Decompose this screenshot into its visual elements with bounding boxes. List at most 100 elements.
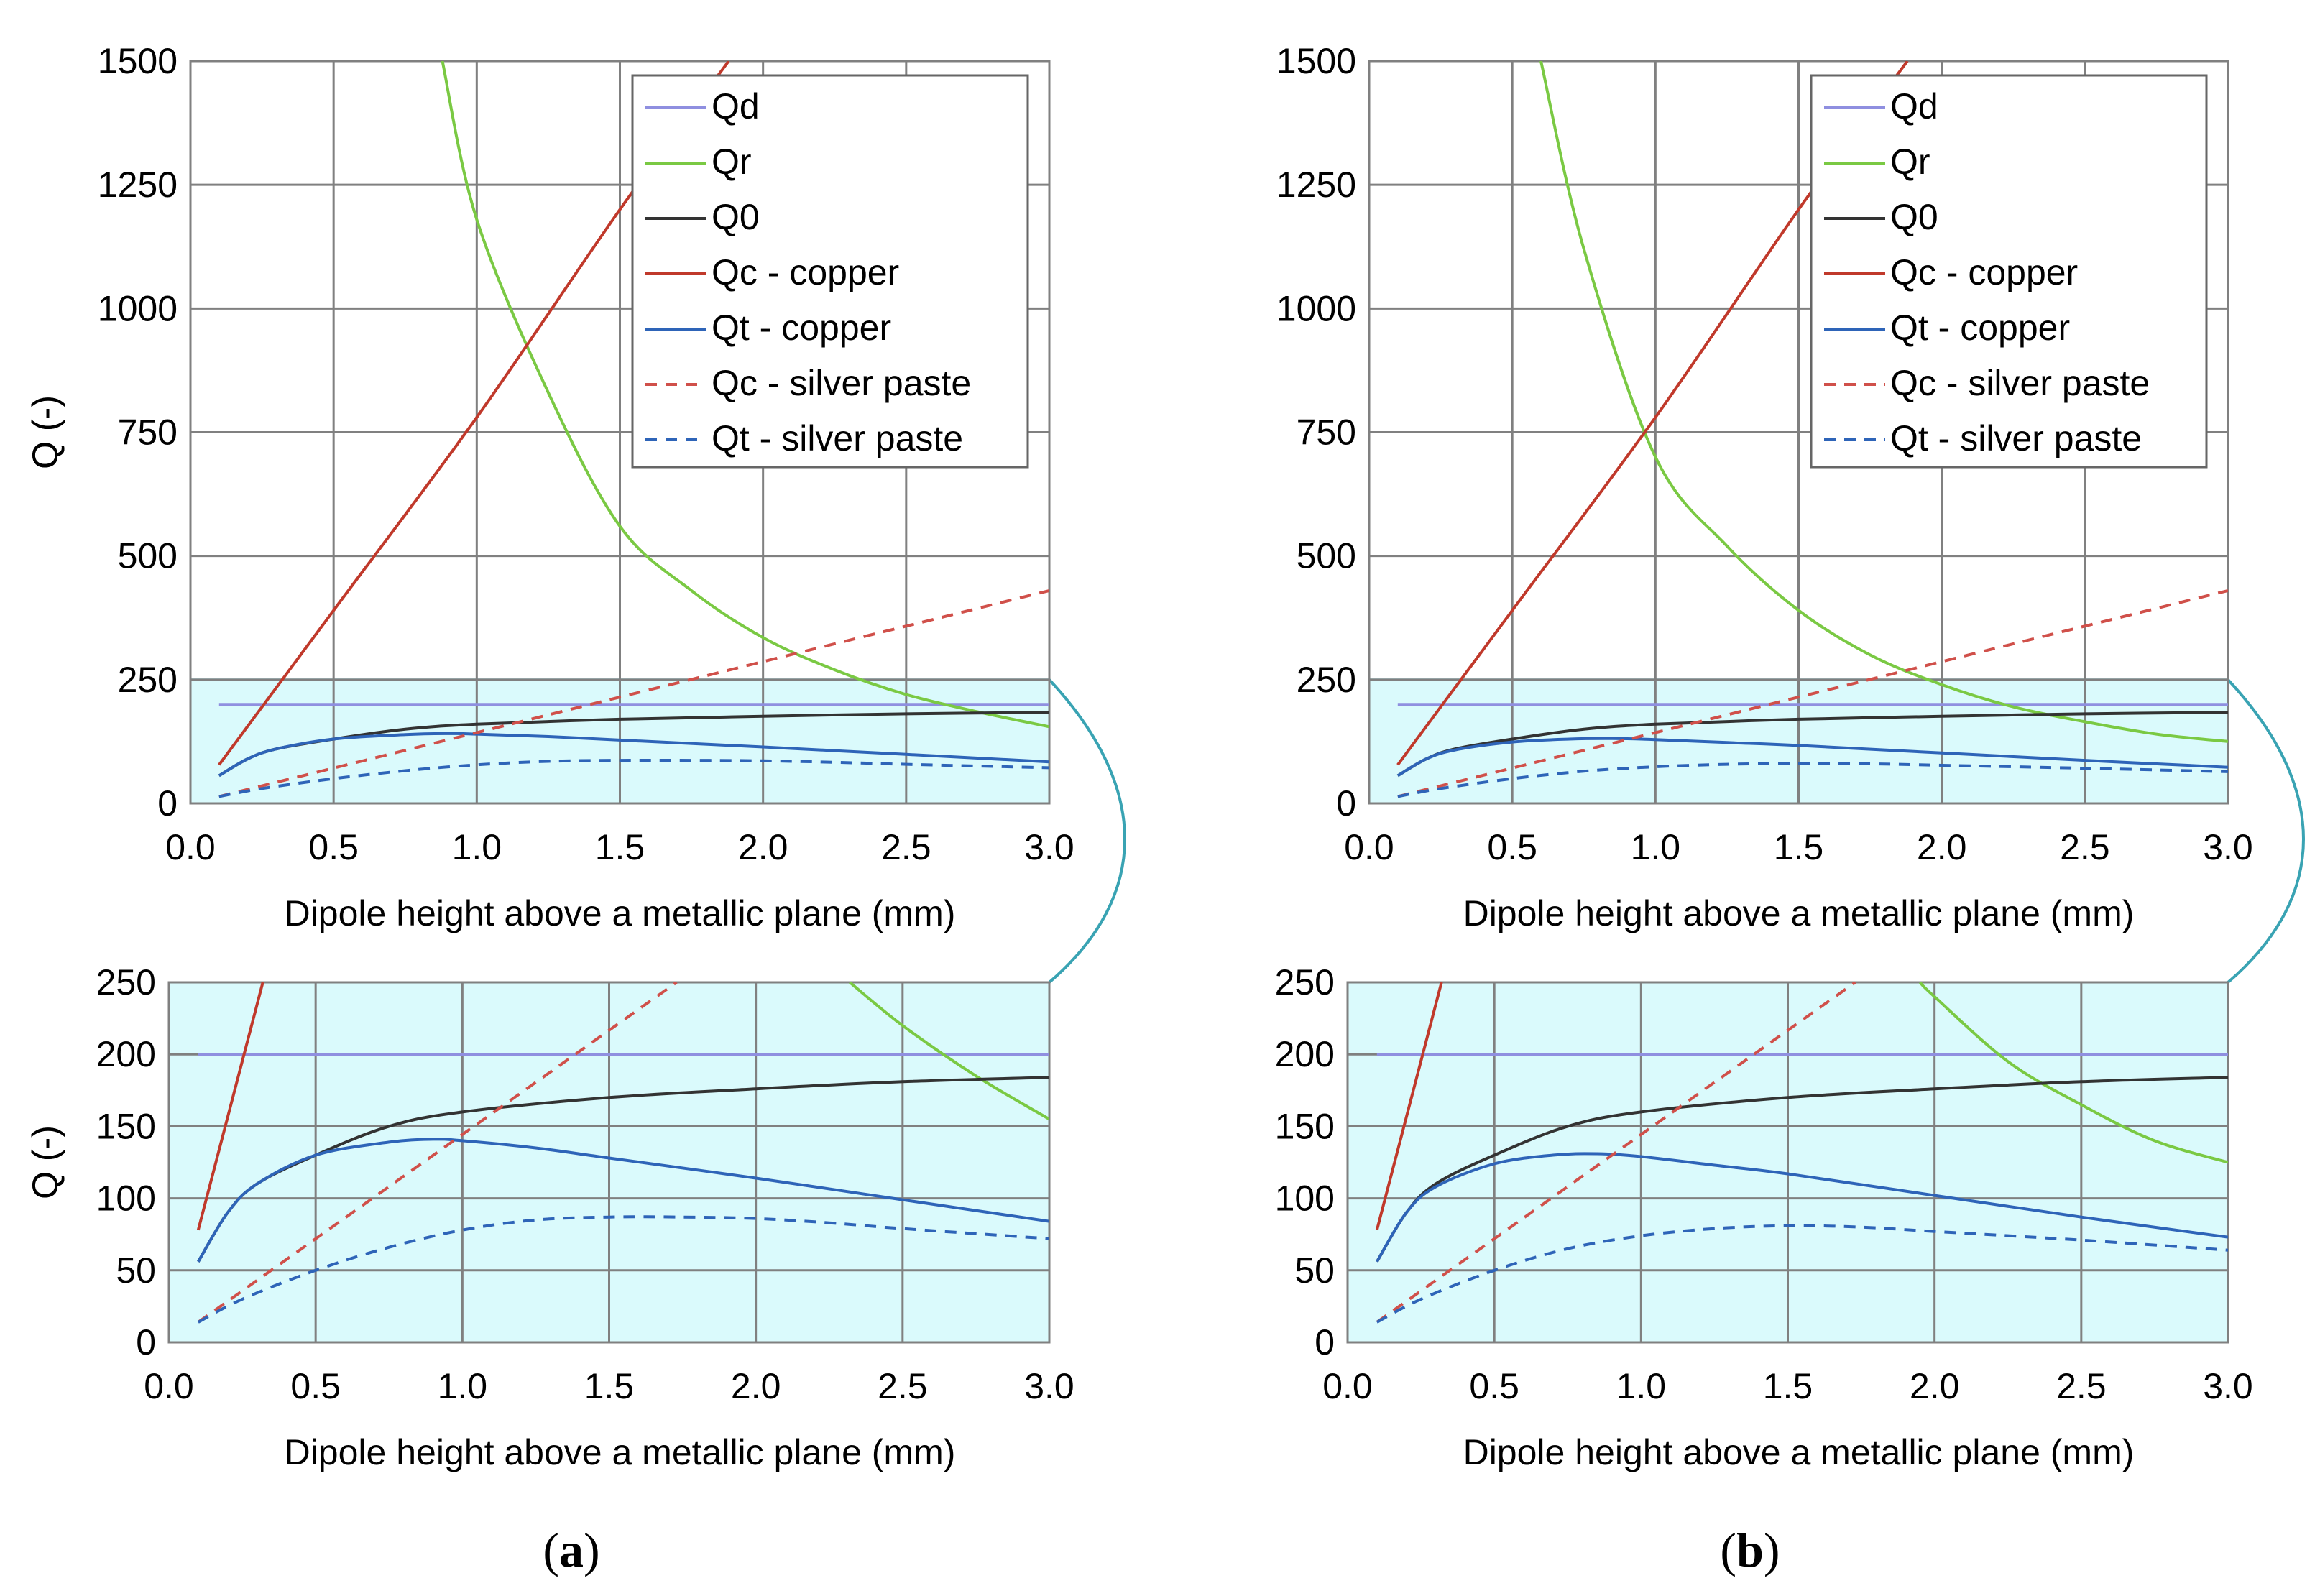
series-line-qc-copper xyxy=(1375,982,1443,1231)
x-tick-label: 0.0 xyxy=(165,827,216,867)
x-axis-label: Dipole height above a metallic plane (mm… xyxy=(285,1432,956,1472)
legend-entry: Qt - silver paste xyxy=(712,418,963,458)
legend-entry: Qt - silver paste xyxy=(1890,418,2142,458)
y-tick-label: 250 xyxy=(1275,962,1335,1002)
x-tick-label: 2.0 xyxy=(738,827,788,867)
y-tick-label: 1500 xyxy=(1276,41,1356,81)
y-tick-label: 100 xyxy=(96,1178,156,1219)
y-axis-label: Q (-) xyxy=(25,395,65,469)
caption-b: (b) xyxy=(1720,1523,1780,1577)
series-line-qt-copper xyxy=(1376,1152,2228,1263)
x-tick-label: 1.5 xyxy=(595,827,645,867)
x-axis-label: Dipole height above a metallic plane (mm… xyxy=(285,893,956,933)
chart-a-zoom: 0.0 0.5 1.0 1.5 2.0 2.5 3.0 0 50 100 150 200 250 Dipo… xyxy=(25,962,1074,1472)
x-tick-label: 3.0 xyxy=(1024,827,1074,867)
y-axis-label: Q (-) xyxy=(25,1125,65,1199)
series-line-qt-copper xyxy=(1396,737,2228,778)
legend-entry: Qt - copper xyxy=(712,308,891,348)
x-axis-label: Dipole height above a metallic plane (mm… xyxy=(1463,893,2135,933)
zoom-connectors xyxy=(1048,678,2305,984)
series-line-qc-silver xyxy=(1376,982,1856,1324)
y-tick-label: 0 xyxy=(136,1322,156,1362)
x-tick-label: 0.5 xyxy=(290,1366,341,1406)
plot-frame xyxy=(1368,60,2229,805)
y-tick-label: 1500 xyxy=(98,41,178,81)
legend-entry: Qt - copper xyxy=(1890,308,2070,348)
caption-a: (a) xyxy=(543,1523,599,1577)
y-tick-label: 500 xyxy=(1297,536,1356,576)
legend-entry: Qd xyxy=(712,86,760,126)
series-line-qr xyxy=(1539,61,2228,743)
x-tick-label: 3.0 xyxy=(2203,827,2253,867)
x-tick-label: 1.0 xyxy=(1631,827,1681,867)
y-tick-label: 250 xyxy=(96,962,156,1002)
series-group xyxy=(218,61,1049,798)
legend: Qd Qr Q0 Qc - copper Qt - copper Qc - silver … xyxy=(631,74,1029,469)
y-tick-label: 200 xyxy=(1275,1034,1335,1074)
series-line-qt-silver xyxy=(1397,762,2228,798)
series-line-qc-silver xyxy=(197,982,678,1324)
x-tick-label: 0.5 xyxy=(1469,1366,1519,1406)
legend-box xyxy=(631,74,1029,469)
legend-entry: Qr xyxy=(1890,142,1930,182)
series-line-qt-silver xyxy=(1376,1224,2228,1324)
y-axis-label: Q (-) xyxy=(25,1125,65,1199)
x-tick-label: 2.5 xyxy=(2056,1366,2107,1406)
series-line-qt-copper xyxy=(218,732,1049,778)
legend-entry: Qr xyxy=(712,142,752,182)
y-tick-label: 750 xyxy=(1297,412,1356,453)
y-tick-label: 250 xyxy=(118,660,178,700)
series-line-qr xyxy=(1918,982,2228,1164)
y-tick-label: 1250 xyxy=(1276,165,1356,205)
y-tick-label: 200 xyxy=(96,1034,156,1074)
series-group xyxy=(1375,982,2228,1324)
legend-entry: Qd xyxy=(1890,86,1938,126)
x-tick-label: 2.0 xyxy=(1917,827,1967,867)
x-tick-label: 2.5 xyxy=(2060,827,2110,867)
legend-entry: Q0 xyxy=(1890,197,1938,237)
y-tick-label: 0 xyxy=(1315,1322,1335,1362)
x-tick-label: 0.0 xyxy=(1344,827,1394,867)
x-tick-label: 2.5 xyxy=(878,1366,928,1406)
x-tick-label: 1.0 xyxy=(1616,1366,1667,1406)
x-tick-label: 0.5 xyxy=(308,827,359,867)
x-tick-label: 2.5 xyxy=(881,827,931,867)
y-tick-label: 100 xyxy=(1275,1178,1335,1219)
y-tick-label: 0 xyxy=(1336,783,1356,824)
legend-entry: Q0 xyxy=(712,197,760,237)
y-tick-label: 1000 xyxy=(1276,288,1356,328)
y-tick-label: 0 xyxy=(157,783,178,824)
x-tick-label: 2.0 xyxy=(731,1366,781,1406)
y-tick-label: 750 xyxy=(118,412,178,453)
chart-b-zoom: 0.0 0.5 1.0 1.5 2.0 2.5 3.0 0 50 100 150 200 250 Dipo… xyxy=(25,962,2253,1472)
x-axis-label: Dipole height above a metallic plane (mm… xyxy=(1463,1432,2135,1472)
y-tick-label: 1000 xyxy=(98,288,178,328)
caption-layer: (a) (b) xyxy=(543,1523,1780,1577)
legend-box xyxy=(1810,74,2208,469)
zoom-connector xyxy=(2227,678,2305,984)
y-tick-label: 250 xyxy=(1297,660,1356,700)
x-tick-label: 3.0 xyxy=(1024,1366,1074,1406)
series-line-qt-silver xyxy=(218,758,1049,798)
legend-entry: Qc - copper xyxy=(712,252,899,292)
y-tick-label: 500 xyxy=(118,536,178,576)
legend-entry: Qc - silver paste xyxy=(1890,363,2150,403)
x-tick-label: 1.5 xyxy=(1763,1366,1813,1406)
legend-entry: Qc - copper xyxy=(1890,252,2078,292)
x-tick-label: 0.0 xyxy=(144,1366,194,1406)
plot-frame xyxy=(167,981,1051,1344)
series-line-qc-copper xyxy=(196,982,264,1231)
series-line-qc-silver xyxy=(218,589,1049,798)
x-tick-label: 1.5 xyxy=(584,1366,635,1406)
chart-b-full: 0.0 0.5 1.0 1.5 2.0 2.5 3.0 0 250 500 750 1000 1250 1… xyxy=(25,41,2253,933)
x-tick-label: 1.0 xyxy=(452,827,502,867)
y-tick-label: 50 xyxy=(1294,1250,1335,1291)
zoom-connector xyxy=(1048,678,1126,984)
series-line-qr xyxy=(849,982,1049,1121)
y-axis-label: Q (-) xyxy=(25,395,65,469)
y-tick-label: 50 xyxy=(116,1250,156,1291)
y-tick-label: 1250 xyxy=(98,165,178,205)
x-tick-label: 0.5 xyxy=(1487,827,1537,867)
x-tick-label: 1.0 xyxy=(438,1366,488,1406)
